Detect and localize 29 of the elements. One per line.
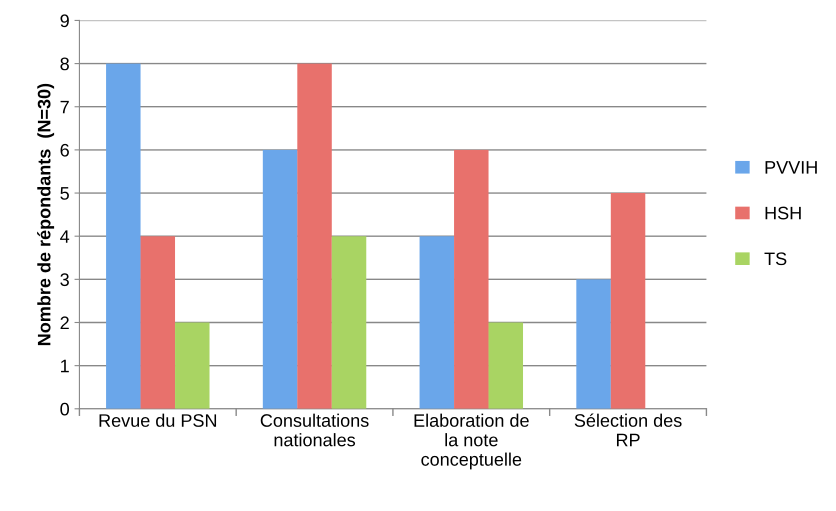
bar xyxy=(297,64,332,409)
y-tick-label: 2 xyxy=(60,316,69,330)
y-tick-label: 4 xyxy=(60,230,70,243)
x-tick-label: Consultations nationales xyxy=(260,414,369,446)
y-tick-label: 7 xyxy=(60,100,69,114)
y-tick-label: 5 xyxy=(60,187,69,200)
bar xyxy=(106,64,141,409)
x-tick-label: Elaboration de la note conceptuelle xyxy=(414,414,529,470)
legend-label: PVVIH xyxy=(766,161,817,174)
y-tick-label: 1 xyxy=(61,360,69,372)
x-tick-label: Sélection des RP xyxy=(574,413,682,446)
bar xyxy=(420,236,454,409)
bar xyxy=(262,150,298,409)
legend-label: HSH xyxy=(766,206,801,220)
bar xyxy=(576,279,611,409)
bar xyxy=(454,150,489,409)
y-tick-label: 8 xyxy=(60,58,69,70)
x-tick-label: Revue du PSN xyxy=(100,414,216,427)
y-tick-label: 3 xyxy=(60,273,69,286)
bar xyxy=(140,236,176,409)
bar xyxy=(332,236,366,409)
legend-label: TS xyxy=(764,252,786,266)
bar xyxy=(175,322,210,409)
bar xyxy=(610,193,646,409)
y-axis-title: Nombre de répondants (N=30) xyxy=(37,84,54,346)
y-tick-label: 6 xyxy=(60,144,69,157)
bar xyxy=(488,322,524,409)
y-tick-label: 0 xyxy=(60,402,69,416)
y-tick-label: 9 xyxy=(60,14,69,28)
